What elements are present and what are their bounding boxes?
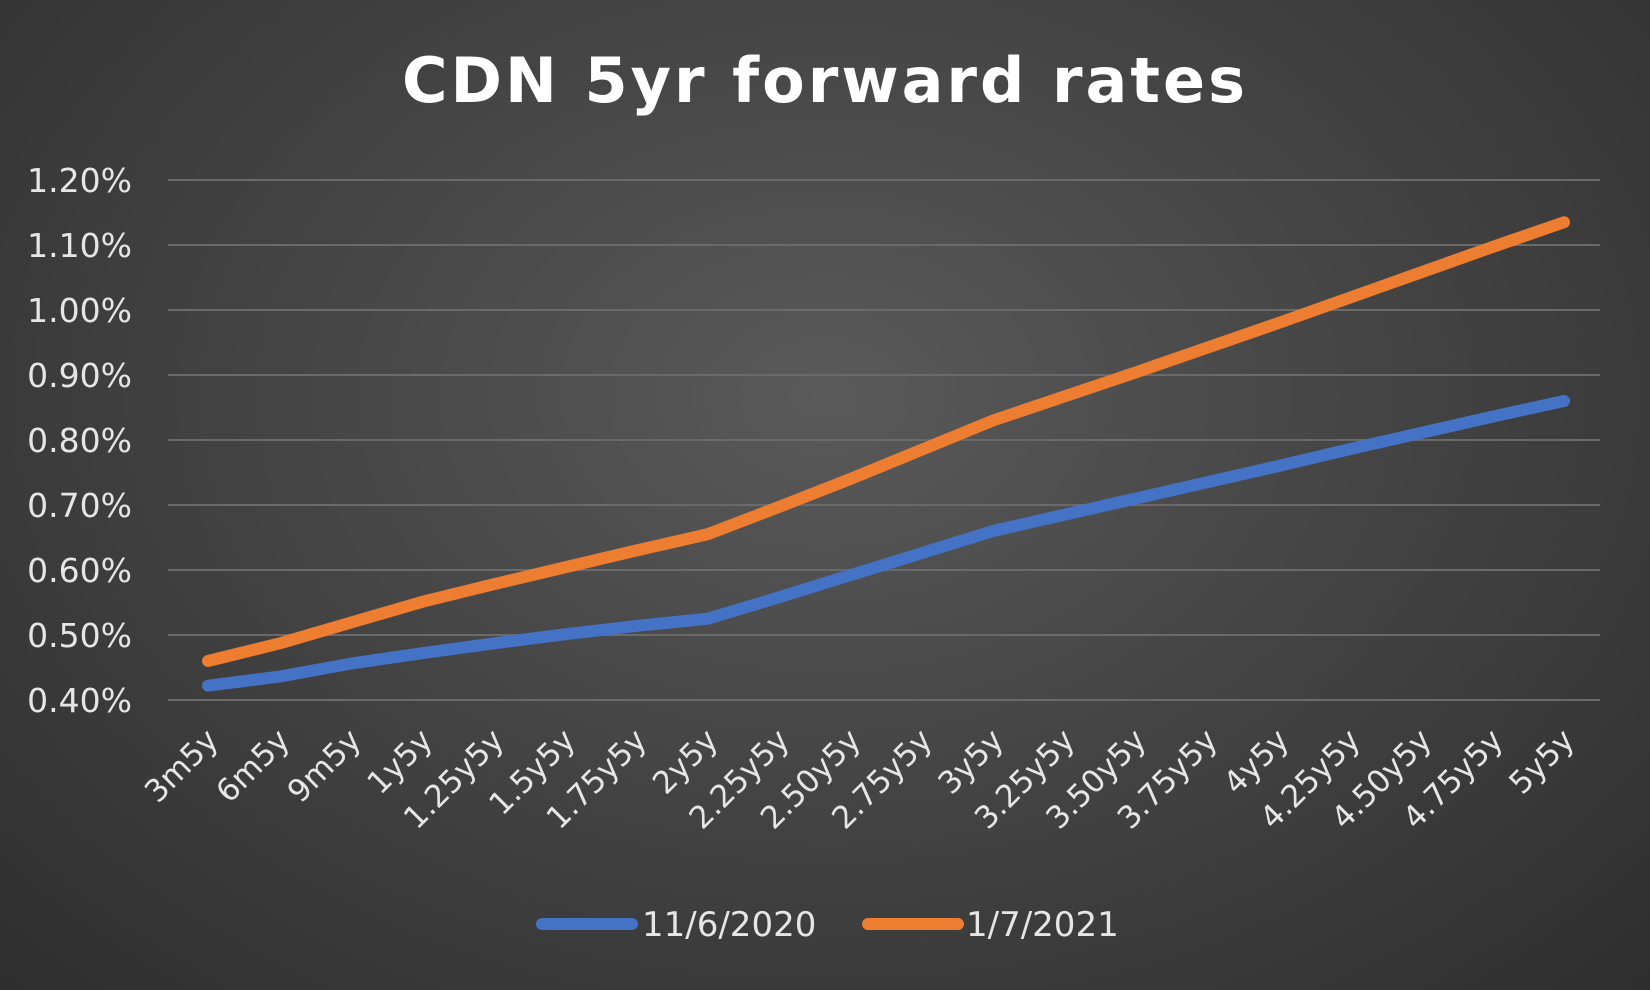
series-line-2[interactable] bbox=[202, 216, 1570, 667]
legend-label-series-1: 11/6/2020 bbox=[642, 905, 816, 945]
x-tick-label: 5y5y bbox=[1502, 722, 1581, 801]
legend[interactable]: 11/6/2020 1/7/2021 bbox=[536, 905, 1119, 945]
x-tick-label: 3m5y bbox=[138, 722, 226, 810]
legend-label-series-2: 1/7/2021 bbox=[966, 905, 1119, 945]
y-tick-label: 0.60% bbox=[27, 551, 132, 590]
y-tick-label: 0.40% bbox=[27, 681, 132, 720]
y-axis-tick-labels: 0.40% 0.50% 0.60% 0.70% 0.80% 0.90% 1.00% 1.10%… bbox=[27, 161, 132, 720]
y-tick-label: 0.70% bbox=[27, 486, 132, 525]
series-line-1[interactable] bbox=[202, 395, 1570, 692]
y-tick-label: 1.00% bbox=[27, 291, 132, 330]
x-tick-label: 9m5y bbox=[281, 722, 369, 810]
y-tick-label: 0.80% bbox=[27, 421, 132, 460]
x-axis-tick-labels: 3m5y6m5y9m5y1y5y1.25y5y1.5y5y1.75y5y2y5y… bbox=[138, 722, 1582, 836]
gridlines bbox=[168, 179, 1600, 701]
series-lines bbox=[202, 216, 1570, 692]
y-tick-label: 0.50% bbox=[27, 616, 132, 655]
y-tick-label: 1.20% bbox=[27, 161, 132, 200]
x-tick-label: 6m5y bbox=[209, 722, 297, 810]
chart-title: CDN 5yr forward rates bbox=[402, 44, 1248, 117]
y-tick-label: 0.90% bbox=[27, 356, 132, 395]
y-tick-label: 1.10% bbox=[27, 226, 132, 265]
